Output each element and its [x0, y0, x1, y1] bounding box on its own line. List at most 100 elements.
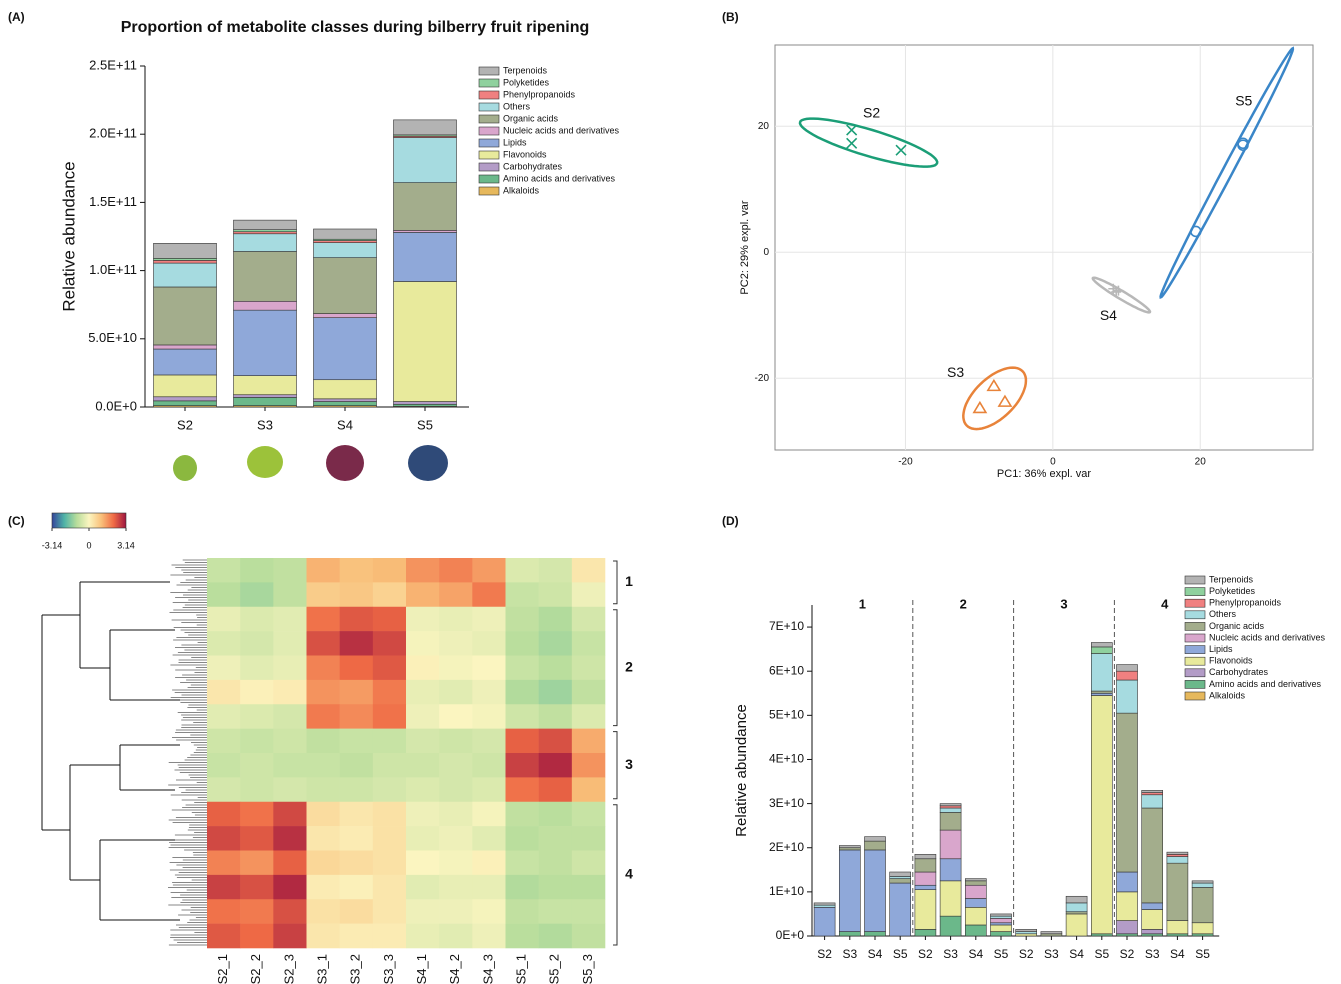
bar-segment — [1091, 693, 1112, 695]
heatmap-cell — [273, 875, 306, 900]
heatmap-cell — [207, 607, 240, 632]
heatmap-cell — [373, 558, 406, 583]
heatmap-cell — [373, 924, 406, 949]
heatmap-cell — [207, 777, 240, 802]
bar-segment — [865, 837, 886, 841]
heatmap-cell — [373, 607, 406, 632]
y-tick-label: 3E+10 — [769, 796, 804, 810]
bar-segment — [394, 230, 457, 232]
heatmap-cell — [472, 704, 505, 729]
legend-swatch — [1185, 622, 1205, 630]
heatmap-cell — [240, 607, 273, 632]
bar-segment — [1016, 934, 1037, 936]
bar-segment — [154, 263, 217, 287]
bar-segment — [234, 397, 297, 405]
heatmap-cell — [340, 875, 373, 900]
heatmap-cell — [539, 656, 572, 681]
legend-swatch — [1185, 680, 1205, 688]
heatmap-cell — [439, 704, 472, 729]
bar-segment — [965, 881, 986, 885]
heatmap-cell — [539, 753, 572, 778]
legend-swatch — [479, 115, 499, 123]
heatmap-cell — [307, 802, 340, 827]
bar-segment — [1117, 680, 1138, 713]
heatmap-cell — [439, 777, 472, 802]
bar-segment — [965, 925, 986, 936]
bar-segment — [1192, 883, 1213, 887]
heatmap-cell — [240, 631, 273, 656]
heatmap-cell — [373, 826, 406, 851]
heatmap-cell — [207, 680, 240, 705]
x-tick-label: S4 — [337, 417, 353, 432]
heatmap-cell — [207, 582, 240, 607]
bar-segment — [1066, 912, 1087, 914]
heatmap-cell — [439, 631, 472, 656]
bar-segment — [394, 183, 457, 231]
bar-segment — [1167, 852, 1188, 854]
legend-swatch — [479, 91, 499, 99]
heatmap-cell — [373, 582, 406, 607]
heatmap-cell — [207, 729, 240, 754]
heatmap-cell — [539, 607, 572, 632]
heatmap-cell — [340, 924, 373, 949]
heatmap-cell — [340, 826, 373, 851]
heatmap-cell — [472, 777, 505, 802]
heatmap-cell — [373, 704, 406, 729]
heatmap-cell — [506, 875, 539, 900]
legend-label: Lipids — [503, 137, 527, 147]
heatmap-cell — [539, 729, 572, 754]
bar-segment — [940, 804, 961, 806]
heatmap-cell — [572, 607, 605, 632]
heatmap-cell — [240, 875, 273, 900]
legend-label: Lipids — [1209, 644, 1233, 654]
heatmap-cell — [406, 899, 439, 924]
heatmap-cell — [207, 875, 240, 900]
heatmap-cell — [307, 851, 340, 876]
heatmap-cell — [406, 826, 439, 851]
y-tick-label: 0.0E+0 — [95, 398, 137, 413]
heatmap-cell — [406, 924, 439, 949]
heatmap-cell — [472, 582, 505, 607]
legend-label: Flavonoids — [1209, 656, 1253, 666]
dendrogram-branches — [42, 582, 180, 920]
heatmap-cell — [373, 851, 406, 876]
bar-segment — [1142, 790, 1163, 792]
y-tick-label: 6E+10 — [769, 663, 804, 677]
heatmap-cell — [307, 729, 340, 754]
chart-title: Proportion of metabolite classes during … — [121, 19, 590, 36]
heatmap-cell — [240, 851, 273, 876]
heatmap-cell — [373, 875, 406, 900]
heatmap-cell — [240, 777, 273, 802]
bar-segment — [154, 260, 217, 263]
heatmap-cell — [539, 875, 572, 900]
heatmap-cell — [340, 802, 373, 827]
heatmap-cell — [273, 607, 306, 632]
fruit — [408, 445, 448, 481]
column-label: S5_3 — [580, 954, 595, 984]
bar-segment — [234, 232, 297, 234]
heatmap-cell — [273, 680, 306, 705]
heatmap-cell — [539, 582, 572, 607]
bar-segment — [940, 859, 961, 881]
bar-segment — [1066, 914, 1087, 936]
heatmap-cell — [572, 753, 605, 778]
heatmap-cell — [240, 924, 273, 949]
x-tick-label: S3 — [842, 947, 857, 961]
legend-label: Alkaloids — [503, 185, 540, 195]
group-label: 4 — [1161, 596, 1169, 611]
bar-segment — [394, 402, 457, 405]
cluster-label: 2 — [625, 658, 633, 674]
bar-segment — [314, 243, 377, 258]
heatmap-cell — [273, 582, 306, 607]
bar-segment — [1192, 934, 1213, 936]
x-tick-label: S2 — [817, 947, 832, 961]
heatmap-cell — [406, 680, 439, 705]
heatmap-cell — [439, 851, 472, 876]
bar-segment — [314, 380, 377, 399]
heatmap-cell — [539, 924, 572, 949]
heatmap-cell — [472, 851, 505, 876]
bar-segment — [394, 282, 457, 402]
y-tick-label: 1.0E+11 — [89, 262, 137, 277]
heatmap-cell — [506, 729, 539, 754]
legend-label: Polyketides — [1209, 586, 1256, 596]
